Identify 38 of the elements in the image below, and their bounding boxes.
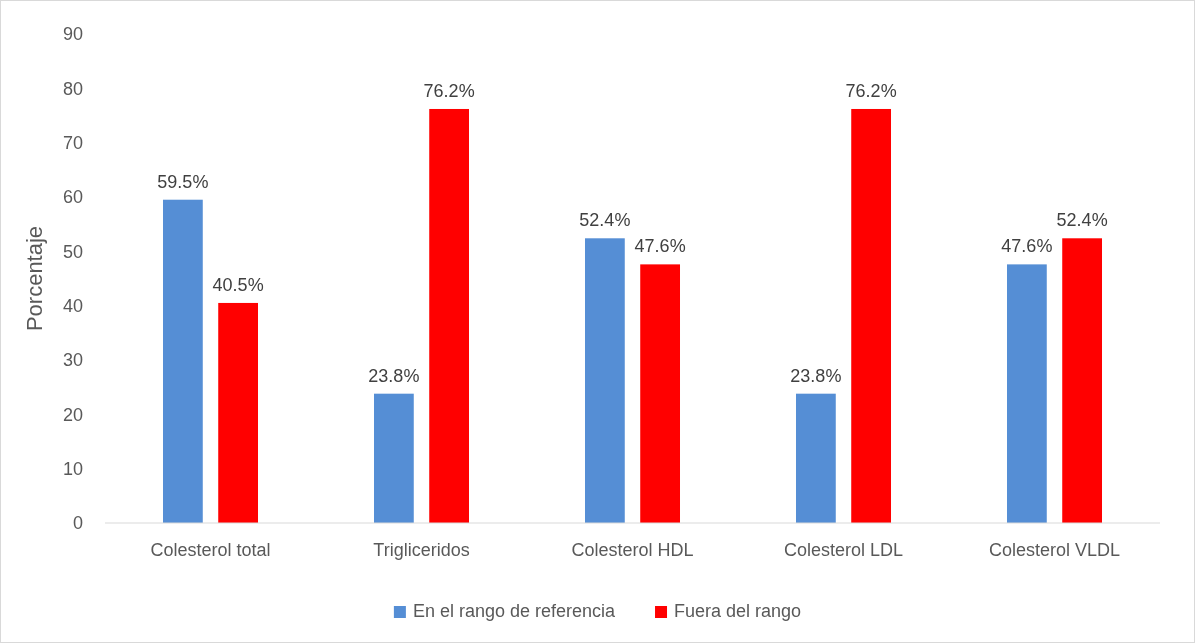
data-label: 47.6%	[1001, 236, 1053, 257]
data-label: 40.5%	[212, 274, 264, 295]
y-tick-label: 90	[62, 24, 83, 45]
y-tick-label: 70	[62, 132, 83, 153]
legend-label: En el rango de referencia	[412, 601, 616, 621]
y-tick-label: 30	[62, 350, 83, 371]
bar	[585, 238, 625, 523]
data-label: 23.8%	[790, 365, 842, 386]
x-tick-label: Trigliceridos	[373, 539, 470, 560]
bar	[1062, 238, 1102, 523]
bar	[429, 108, 469, 523]
y-axis-title: Porcentaje	[22, 225, 47, 332]
x-tick-label: Colesterol total	[150, 539, 271, 560]
bar	[1007, 264, 1047, 523]
y-tick-label: 20	[62, 404, 83, 425]
y-tick-label: 10	[62, 458, 83, 479]
bar	[374, 393, 414, 523]
x-tick-label: Colesterol LDL	[783, 539, 904, 560]
data-label: 52.4%	[1056, 210, 1108, 231]
bar	[851, 108, 891, 523]
y-tick-label: 0	[72, 513, 83, 534]
bar	[163, 199, 203, 523]
y-tick-label: 40	[62, 295, 83, 316]
x-tick-label: Colesterol VLDL	[988, 539, 1121, 560]
y-tick-label: 80	[62, 78, 83, 99]
y-tick-label: 60	[62, 187, 83, 208]
data-label: 47.6%	[634, 236, 686, 257]
data-label: 59.5%	[157, 171, 209, 192]
x-tick-label: Colesterol HDL	[571, 539, 694, 560]
bar	[796, 393, 836, 523]
data-label: 52.4%	[579, 210, 631, 231]
y-tick-label: 50	[62, 241, 83, 262]
data-label: 76.2%	[845, 80, 897, 101]
data-label: 76.2%	[423, 80, 475, 101]
data-label: 23.8%	[368, 365, 420, 386]
legend-label: Fuera del rango	[674, 601, 802, 621]
bar	[218, 302, 258, 523]
bar	[640, 264, 680, 523]
